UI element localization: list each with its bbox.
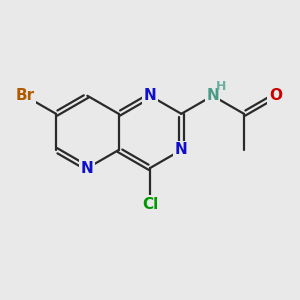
Text: N: N: [81, 160, 94, 175]
Text: O: O: [269, 88, 282, 103]
Text: Br: Br: [15, 88, 34, 103]
Text: N: N: [206, 88, 219, 103]
Text: N: N: [144, 88, 156, 103]
Text: N: N: [175, 142, 188, 158]
Text: Cl: Cl: [142, 197, 158, 212]
Text: H: H: [216, 80, 226, 93]
